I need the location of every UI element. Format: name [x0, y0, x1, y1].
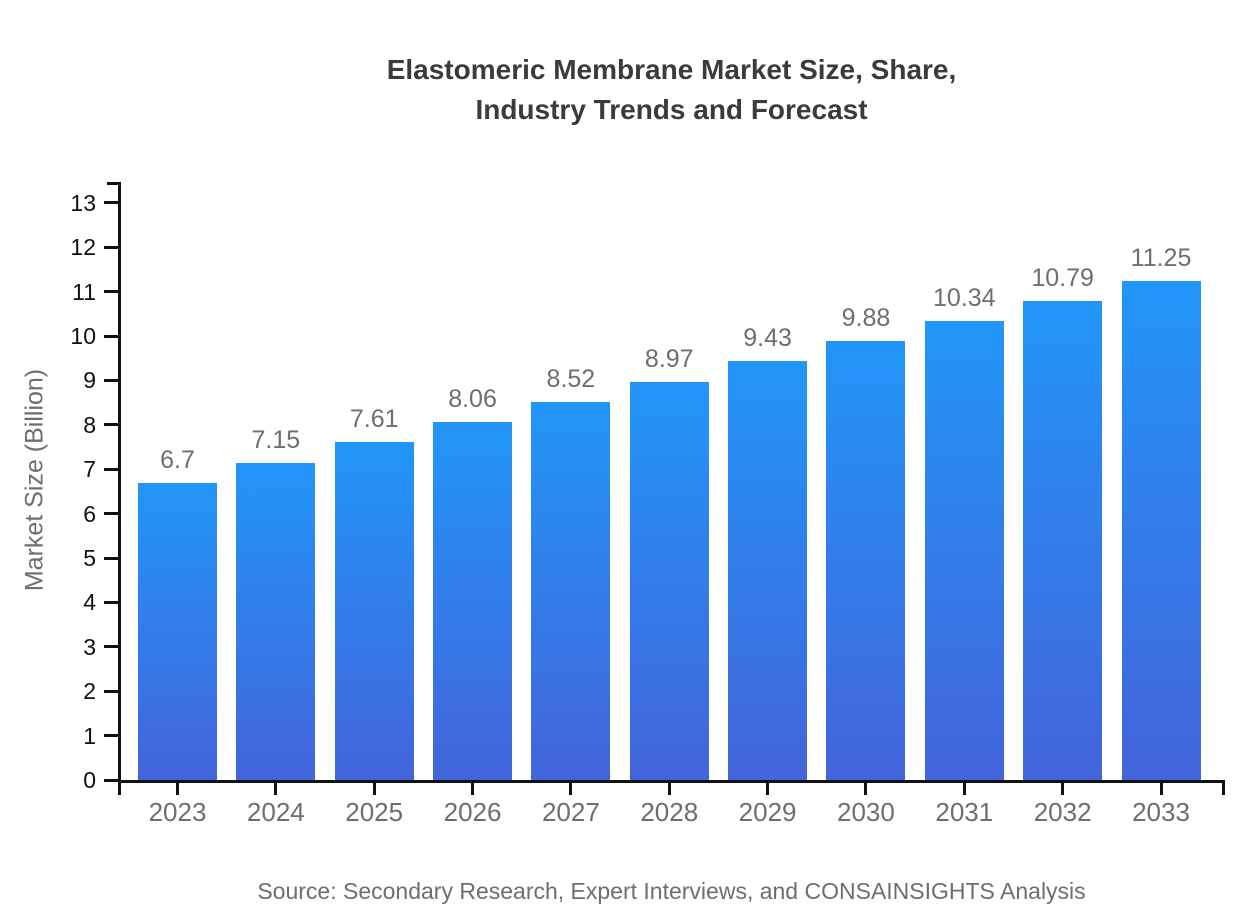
x-tick: [766, 780, 770, 795]
y-tick-label: 7: [83, 456, 96, 483]
y-tick-label: 13: [70, 189, 96, 216]
bar-2027: [531, 402, 611, 780]
y-tick: [104, 334, 118, 338]
source-note: Source: Secondary Research, Expert Inter…: [257, 878, 1086, 904]
y-tick-label: 9: [83, 367, 96, 394]
bar-value-label: 8.06: [448, 385, 497, 413]
bar-value-label: 11.25: [1130, 244, 1192, 272]
x-tick-label: 2029: [738, 797, 797, 827]
bar-value-label: 8.52: [546, 365, 596, 393]
y-tick-label: 1: [83, 722, 96, 749]
y-tick: [104, 245, 118, 249]
bar-value-label: 7.15: [251, 426, 301, 454]
bar-value-label: 9.88: [841, 304, 891, 332]
y-tick: [104, 600, 118, 604]
x-tick: [667, 780, 671, 795]
x-tick: [962, 780, 966, 795]
y-axis-end-cap: [107, 182, 121, 185]
y-tick: [104, 645, 118, 649]
bar-value-label: 6.7: [160, 446, 195, 474]
bar-2024: [236, 463, 316, 780]
y-tick-label: 2: [83, 678, 96, 705]
y-tick-label: 0: [83, 767, 96, 793]
x-axis-end-cap: [1222, 780, 1225, 795]
x-tick-label: 2024: [246, 797, 305, 827]
y-tick-label: 6: [83, 500, 96, 527]
y-tick: [104, 423, 118, 427]
x-tick-label: 2030: [837, 797, 895, 827]
x-tick-label: 2026: [443, 797, 502, 827]
y-tick: [104, 467, 118, 471]
x-tick: [1061, 780, 1065, 795]
x-axis-line: [118, 780, 1225, 783]
x-tick-label: 2031: [935, 797, 994, 827]
y-tick: [104, 556, 118, 560]
x-tick: [471, 780, 475, 795]
y-tick-label: 11: [72, 278, 96, 305]
y-tick-label: 12: [70, 234, 96, 261]
bar-2030: [826, 341, 906, 780]
y-axis-line: [118, 182, 121, 795]
bar-2023: [138, 483, 217, 780]
x-tick-label: 2025: [345, 797, 404, 827]
y-tick: [104, 378, 118, 382]
bar-2031: [924, 321, 1004, 780]
x-tick-label: 2033: [1132, 797, 1190, 827]
x-tick: [176, 780, 179, 795]
y-tick: [104, 201, 118, 205]
x-tick: [864, 780, 868, 795]
x-tick-label: 2023: [148, 797, 207, 827]
y-tick-label: 4: [83, 589, 96, 616]
x-tick: [274, 780, 278, 795]
chart-title: Elastomeric Membrane Market Size, Share,…: [386, 54, 957, 125]
bar-value-label: 7.61: [349, 405, 399, 433]
y-tick-label: 3: [83, 633, 96, 660]
bar-value-label: 10.34: [933, 284, 996, 312]
bar-value-label: 10.79: [1031, 264, 1094, 292]
y-tick-label: 10: [70, 323, 96, 350]
x-tick-label: 2032: [1033, 797, 1092, 827]
bar-value-label: 8.97: [644, 345, 694, 373]
y-tick-label: 8: [83, 411, 96, 438]
bar-value-label: 9.43: [743, 324, 792, 352]
x-tick-label: 2027: [541, 797, 600, 827]
x-tick: [1159, 780, 1163, 795]
bar-2033: [1121, 281, 1201, 780]
x-tick: [372, 780, 376, 795]
y-tick: [104, 734, 118, 738]
y-tick: [104, 689, 118, 693]
bar-2032: [1023, 301, 1103, 780]
y-tick: [104, 512, 118, 516]
x-tick: [569, 780, 573, 795]
y-tick: [104, 778, 118, 782]
plot-area: 6.7 7.15 7.61 8.06 8.52 8.97 9.43 9.88 10.34 10.7…: [121, 182, 1222, 780]
y-tick: [104, 290, 118, 294]
bar-2026: [433, 422, 513, 780]
y-tick-label: 5: [83, 545, 96, 572]
bar-2028: [629, 382, 709, 780]
bar-2029: [728, 361, 808, 780]
x-tick-label: 2028: [640, 797, 699, 827]
bar-2025: [334, 442, 414, 780]
